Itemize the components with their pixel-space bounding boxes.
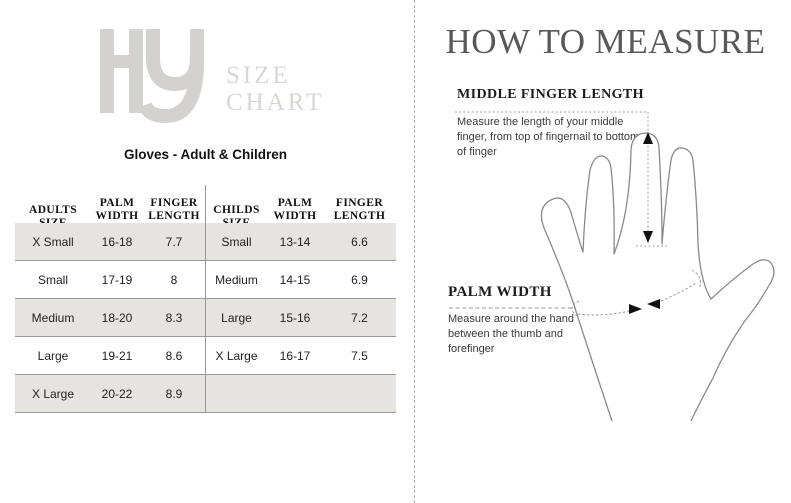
hand-diagram-icon: [449, 111, 775, 422]
table-cell: 19-21: [91, 337, 143, 375]
table-cell: X Large: [15, 375, 91, 413]
brand-logo-icon: [100, 29, 204, 123]
dashed-divider-line: [414, 0, 415, 503]
table-cell: [267, 375, 323, 413]
table-cell: 8: [143, 261, 205, 299]
how-to-measure-title: HOW TO MEASURE: [445, 22, 766, 61]
table-cell: 13-14: [267, 223, 323, 261]
palm-width-measure-line: [449, 269, 701, 317]
table-cell: 7.7: [143, 223, 205, 261]
table-cell: Small: [205, 223, 267, 261]
middle-finger-length-description: Measure the length of your middle finger…: [457, 116, 640, 158]
table-cell: Large: [15, 337, 91, 375]
size-table: ADULTS SIZE PALM WIDTH (CM) FINGER LENGT…: [15, 185, 396, 413]
table-cell: 18-20: [91, 299, 143, 337]
table-cell: Medium: [205, 261, 267, 299]
middle-finger-length-heading: MIDDLE FINGER LENGTH: [457, 87, 644, 102]
palm-width-heading: PALM WIDTH: [448, 284, 552, 300]
table-cell: 8.9: [143, 375, 205, 413]
table-cell: 6.9: [323, 261, 396, 299]
table-cell: 14-15: [267, 261, 323, 299]
table-cell: X Large: [205, 337, 267, 375]
table-cell: 6.6: [323, 223, 396, 261]
palm-width-description: Measure around the hand between the thum…: [448, 313, 574, 355]
hand-outline: [540, 132, 775, 422]
palm-width-measure-arrows: [629, 299, 660, 314]
table-cell: 16-18: [91, 223, 143, 261]
table-cell: 20-22: [91, 375, 143, 413]
table-cell: [205, 375, 267, 413]
table-cell: Small: [15, 261, 91, 299]
size-chart-label-line2: CHART: [226, 89, 325, 116]
table-cell: 8.3: [143, 299, 205, 337]
table-cell: Large: [205, 299, 267, 337]
middle-finger-measure-arrows: [643, 132, 653, 243]
table-cell: 16-17: [267, 337, 323, 375]
size-chart-label: SIZE CHART: [226, 62, 324, 116]
table-cell: 15-16: [267, 299, 323, 337]
table-cell: Medium: [15, 299, 91, 337]
table-cell: 7.5: [323, 337, 396, 375]
table-cell: X Small: [15, 223, 91, 261]
table-cell: 7.2: [323, 299, 396, 337]
table-cell: 17-19: [91, 261, 143, 299]
gloves-table-title: Gloves - Adult & Children: [123, 147, 287, 162]
table-cell: [323, 375, 396, 413]
size-chart-label-line1: SIZE: [226, 62, 291, 89]
table-cell: 8.6: [143, 337, 205, 375]
